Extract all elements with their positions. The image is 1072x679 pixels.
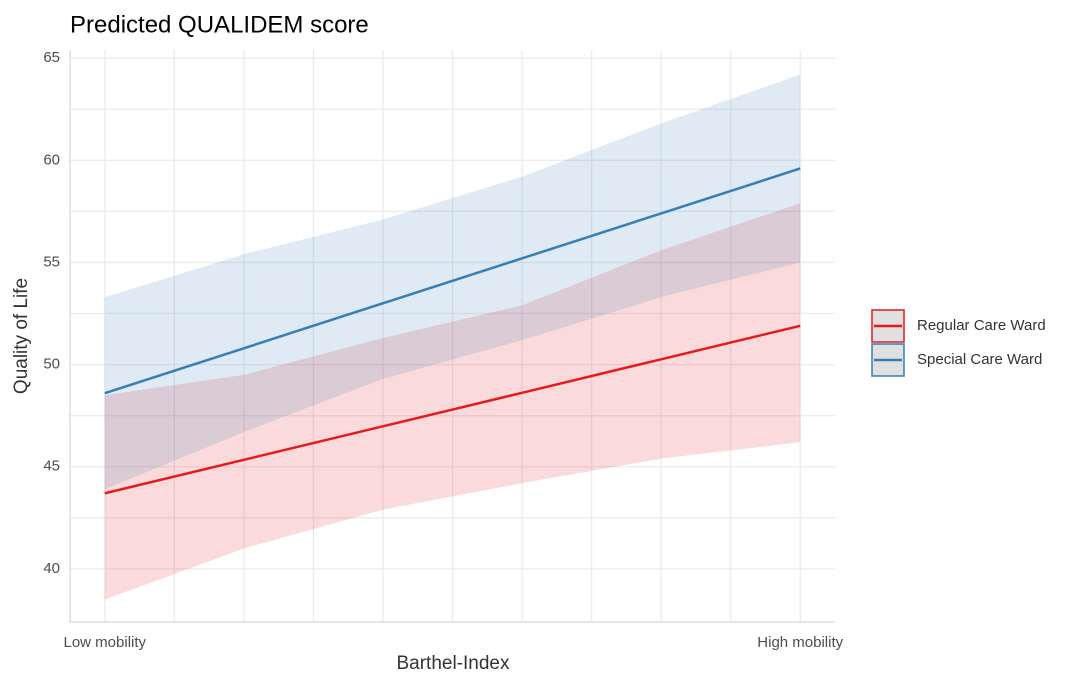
- y-tick-label: 55: [43, 253, 60, 270]
- line: [104, 324, 801, 495]
- legend-label: Special Care Ward: [917, 351, 1042, 368]
- confidence-band: [104, 203, 801, 600]
- y-axis-label: Quality of Life: [11, 278, 32, 394]
- x-tick-label: High mobility: [757, 634, 843, 651]
- y-tick-label: 40: [43, 560, 60, 577]
- line: [104, 167, 801, 395]
- y-tick-label: 50: [43, 356, 60, 373]
- y-tick-label: 65: [43, 49, 60, 66]
- legend-label: Regular Care Ward: [917, 317, 1046, 334]
- y-tick-label: 60: [43, 151, 60, 168]
- y-tick-label: 45: [43, 458, 60, 475]
- x-tick-label: Low mobility: [64, 634, 147, 651]
- chart-title: Predicted QUALIDEM score: [70, 11, 369, 38]
- x-axis-label: Barthel-Index: [396, 653, 510, 674]
